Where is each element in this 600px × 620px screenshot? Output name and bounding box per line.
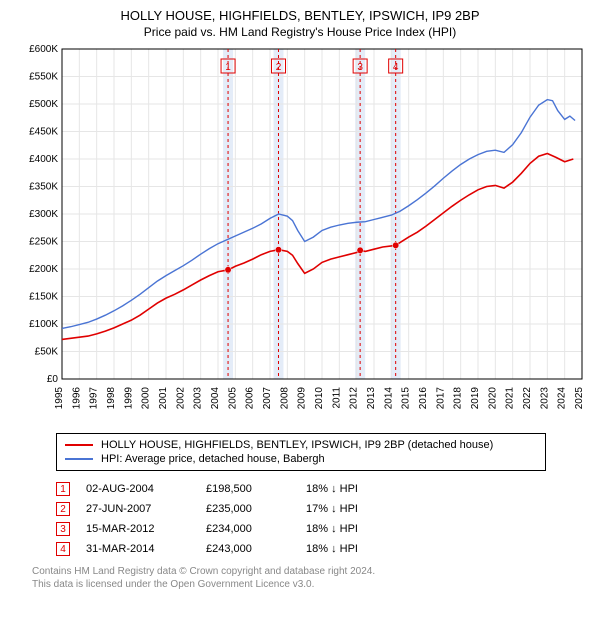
sale-row: 2 27-JUN-2007£235,00017% ↓ HPI — [56, 499, 586, 519]
legend-row: HOLLY HOUSE, HIGHFIELDS, BENTLEY, IPSWIC… — [65, 438, 537, 452]
svg-text:2007: 2007 — [262, 387, 273, 410]
sale-marker-icon: 1 — [56, 482, 70, 496]
sale-price: £234,000 — [206, 523, 306, 535]
svg-text:2025: 2025 — [574, 387, 585, 410]
legend-swatch — [65, 444, 93, 446]
sale-row: 3 15-MAR-2012£234,00018% ↓ HPI — [56, 519, 586, 539]
svg-text:1: 1 — [225, 62, 231, 73]
svg-text:2: 2 — [276, 62, 282, 73]
sale-marker-icon: 2 — [56, 502, 70, 516]
svg-text:£300K: £300K — [29, 209, 58, 220]
svg-text:2019: 2019 — [470, 387, 481, 410]
svg-text:2001: 2001 — [158, 387, 169, 410]
svg-text:£200K: £200K — [29, 264, 58, 275]
svg-text:£250K: £250K — [29, 237, 58, 248]
svg-text:2022: 2022 — [522, 387, 533, 410]
legend-row: HPI: Average price, detached house, Babe… — [65, 452, 537, 466]
svg-text:2023: 2023 — [539, 387, 550, 410]
svg-text:2009: 2009 — [297, 387, 308, 410]
svg-text:£350K: £350K — [29, 182, 58, 193]
sale-marker-icon: 3 — [56, 522, 70, 536]
svg-text:2006: 2006 — [245, 387, 256, 410]
sale-date: 15-MAR-2012 — [86, 523, 206, 535]
svg-text:2014: 2014 — [383, 387, 394, 410]
attribution-footer: Contains HM Land Registry data © Crown c… — [32, 565, 586, 591]
sale-row: 4 31-MAR-2014£243,00018% ↓ HPI — [56, 539, 586, 559]
svg-text:2010: 2010 — [314, 387, 325, 410]
title-line-2: Price paid vs. HM Land Registry's House … — [14, 25, 586, 39]
legend-label: HOLLY HOUSE, HIGHFIELDS, BENTLEY, IPSWIC… — [101, 439, 493, 451]
sale-price: £235,000 — [206, 503, 306, 515]
svg-text:2011: 2011 — [331, 387, 342, 409]
svg-text:1997: 1997 — [89, 387, 100, 410]
sale-delta: 17% ↓ HPI — [306, 503, 406, 515]
svg-text:2024: 2024 — [557, 387, 568, 410]
svg-text:1999: 1999 — [123, 387, 134, 410]
sales-table: 102-AUG-2004£198,50018% ↓ HPI227-JUN-200… — [56, 479, 586, 559]
svg-text:2020: 2020 — [487, 387, 498, 410]
svg-text:£400K: £400K — [29, 154, 58, 165]
footer-line-1: Contains HM Land Registry data © Crown c… — [32, 565, 586, 578]
sale-date: 31-MAR-2014 — [86, 543, 206, 555]
svg-text:£500K: £500K — [29, 99, 58, 110]
svg-text:£100K: £100K — [29, 319, 58, 330]
svg-text:1998: 1998 — [106, 387, 117, 410]
sale-price: £198,500 — [206, 483, 306, 495]
svg-text:£550K: £550K — [29, 72, 58, 83]
sale-marker-icon: 4 — [56, 542, 70, 556]
svg-text:2002: 2002 — [175, 387, 186, 410]
svg-text:2005: 2005 — [227, 387, 238, 410]
svg-text:2016: 2016 — [418, 387, 429, 410]
footer-line-2: This data is licensed under the Open Gov… — [32, 578, 586, 591]
svg-text:3: 3 — [357, 62, 363, 73]
sale-date: 27-JUN-2007 — [86, 503, 206, 515]
svg-text:£600K: £600K — [29, 45, 58, 55]
title-line-1: HOLLY HOUSE, HIGHFIELDS, BENTLEY, IPSWIC… — [14, 8, 586, 23]
svg-text:2003: 2003 — [193, 387, 204, 410]
svg-text:1995: 1995 — [54, 387, 65, 410]
svg-text:2015: 2015 — [401, 387, 412, 410]
svg-text:4: 4 — [393, 62, 399, 73]
legend-swatch — [65, 458, 93, 460]
svg-text:2013: 2013 — [366, 387, 377, 410]
chart-area: £0 £50K £100K £150K £200K £250K £300K £350K £400… — [14, 45, 586, 425]
legend-label: HPI: Average price, detached house, Babe… — [101, 453, 325, 465]
sale-row: 1 02-AUG-2004£198,50018% ↓ HPI — [56, 479, 586, 499]
svg-text:£0: £0 — [47, 374, 59, 385]
line-chart-svg: £0 £50K £100K £150K £200K £250K £300K £350K £400… — [14, 45, 586, 425]
svg-text:£150K: £150K — [29, 292, 58, 303]
svg-text:£50K: £50K — [35, 347, 59, 358]
sale-date: 02-AUG-2004 — [86, 483, 206, 495]
sale-delta: 18% ↓ HPI — [306, 523, 406, 535]
svg-text:2000: 2000 — [141, 387, 152, 410]
sale-price: £243,000 — [206, 543, 306, 555]
svg-text:1996: 1996 — [71, 387, 82, 410]
svg-text:2004: 2004 — [210, 387, 221, 410]
legend: HOLLY HOUSE, HIGHFIELDS, BENTLEY, IPSWIC… — [56, 433, 546, 471]
sale-delta: 18% ↓ HPI — [306, 483, 406, 495]
svg-text:2017: 2017 — [435, 387, 446, 410]
svg-text:£450K: £450K — [29, 127, 58, 138]
sale-delta: 18% ↓ HPI — [306, 543, 406, 555]
svg-text:2012: 2012 — [349, 387, 360, 410]
title-block: HOLLY HOUSE, HIGHFIELDS, BENTLEY, IPSWIC… — [14, 8, 586, 39]
svg-text:2008: 2008 — [279, 387, 290, 410]
svg-text:2021: 2021 — [505, 387, 516, 410]
svg-text:2018: 2018 — [453, 387, 464, 410]
chart-container: HOLLY HOUSE, HIGHFIELDS, BENTLEY, IPSWIC… — [0, 0, 600, 620]
